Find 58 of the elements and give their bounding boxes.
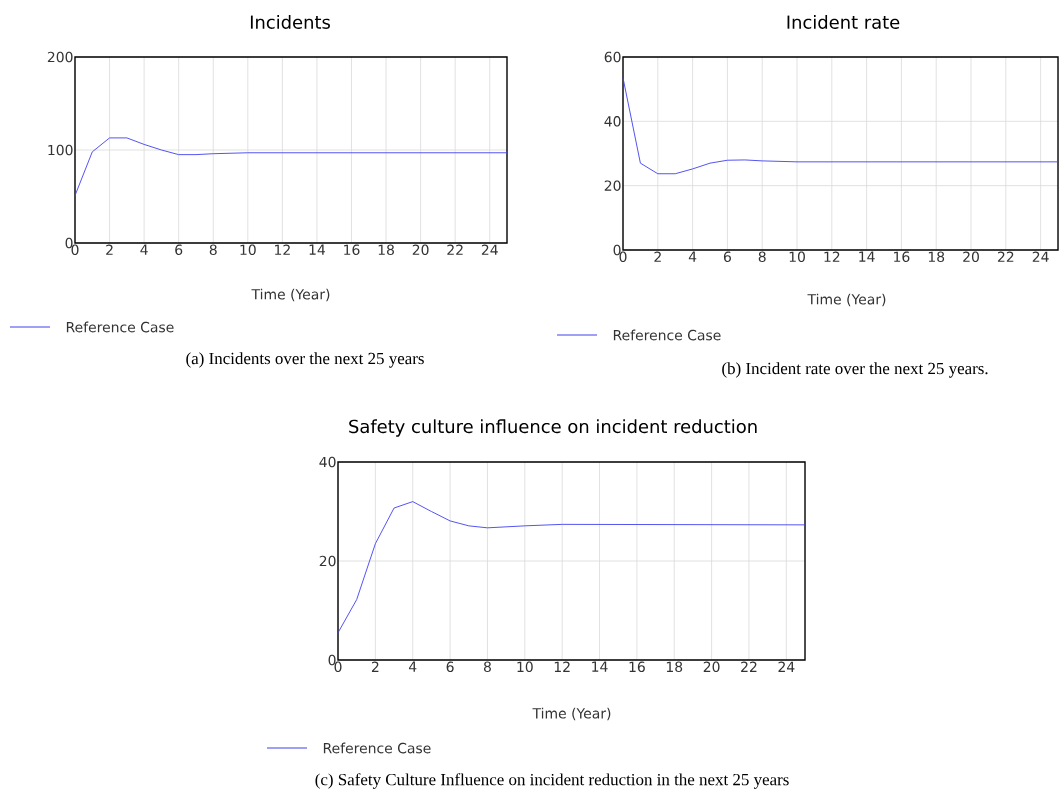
chart-title: Safety culture influence on incident reduction <box>349 419 757 437</box>
x-tick-label: 4 <box>140 244 148 255</box>
x-tick-label: 2 <box>371 661 379 672</box>
x-tick-label: 10 <box>789 251 805 263</box>
x-tick-label: 6 <box>175 244 183 256</box>
y-tick-label: 40 <box>604 116 621 127</box>
x-tick-label: 8 <box>209 244 217 256</box>
y-tick-label: 100 <box>48 144 73 156</box>
y-tick-label: 20 <box>604 180 621 191</box>
x-tick-label: 22 <box>447 244 463 255</box>
x-tick-label: 14 <box>309 244 326 255</box>
legend-label: Reference Case <box>323 742 431 754</box>
legend-label: Reference Case <box>66 321 174 333</box>
x-tick-label: 16 <box>894 251 910 263</box>
x-tick-label: 2 <box>106 244 113 255</box>
x-tick-label: 4 <box>408 661 417 672</box>
x-tick-label: 16 <box>629 661 645 673</box>
y-tick-label: 200 <box>47 51 73 63</box>
x-tick-label: 6 <box>446 661 454 673</box>
x-tick-label: 18 <box>666 661 683 673</box>
x-tick-label: 24 <box>481 244 498 255</box>
x-axis-title: Time (Year) <box>251 288 330 302</box>
y-tick-label: 20 <box>319 555 336 567</box>
x-tick-label: 12 <box>554 661 570 672</box>
line-series <box>337 501 806 634</box>
x-axis-title: Time (Year) <box>532 707 611 721</box>
x-tick-label: 12 <box>275 244 290 255</box>
x-tick-label: 22 <box>741 661 757 672</box>
line-series <box>622 77 1059 175</box>
x-tick-label: 18 <box>378 244 394 256</box>
y-tick-label: 60 <box>604 51 621 63</box>
text: (a) Incidents over the next 25 years <box>186 352 424 368</box>
line-series <box>74 137 508 196</box>
x-tick-label: 10 <box>517 661 533 673</box>
x-tick-label: 20 <box>963 251 979 263</box>
x-tick-label: 22 <box>997 251 1014 262</box>
x-axis-title: Time (Year) <box>807 293 886 307</box>
x-tick-label: 12 <box>824 251 840 262</box>
x-tick-label: 16 <box>344 244 360 256</box>
x-tick-label: 8 <box>483 661 491 673</box>
x-tick-label: 6 <box>723 251 731 263</box>
x-tick-label: 20 <box>703 661 720 673</box>
x-tick-label: 24 <box>778 661 795 672</box>
x-tick-label: 14 <box>859 251 875 262</box>
text: (c) Safety Culture Influence on incident reduction in the next 25 years <box>315 773 789 789</box>
y-tick-label: 40 <box>319 456 336 468</box>
x-tick-label: 8 <box>758 251 766 263</box>
x-tick-label: 10 <box>240 244 256 256</box>
x-tick-label: 20 <box>412 244 429 256</box>
legend-label: Reference Case <box>613 329 721 341</box>
chart-title: Incidents <box>250 15 330 29</box>
x-tick-label: 24 <box>1032 251 1049 262</box>
x-tick-label: 2 <box>654 251 661 262</box>
x-tick-label: 18 <box>928 251 945 263</box>
text: (b) Incident rate over the next 25 years. <box>722 362 988 378</box>
x-tick-label: 14 <box>592 661 608 672</box>
chart-title: Incident rate <box>787 15 900 29</box>
x-tick-label: 4 <box>688 251 697 262</box>
